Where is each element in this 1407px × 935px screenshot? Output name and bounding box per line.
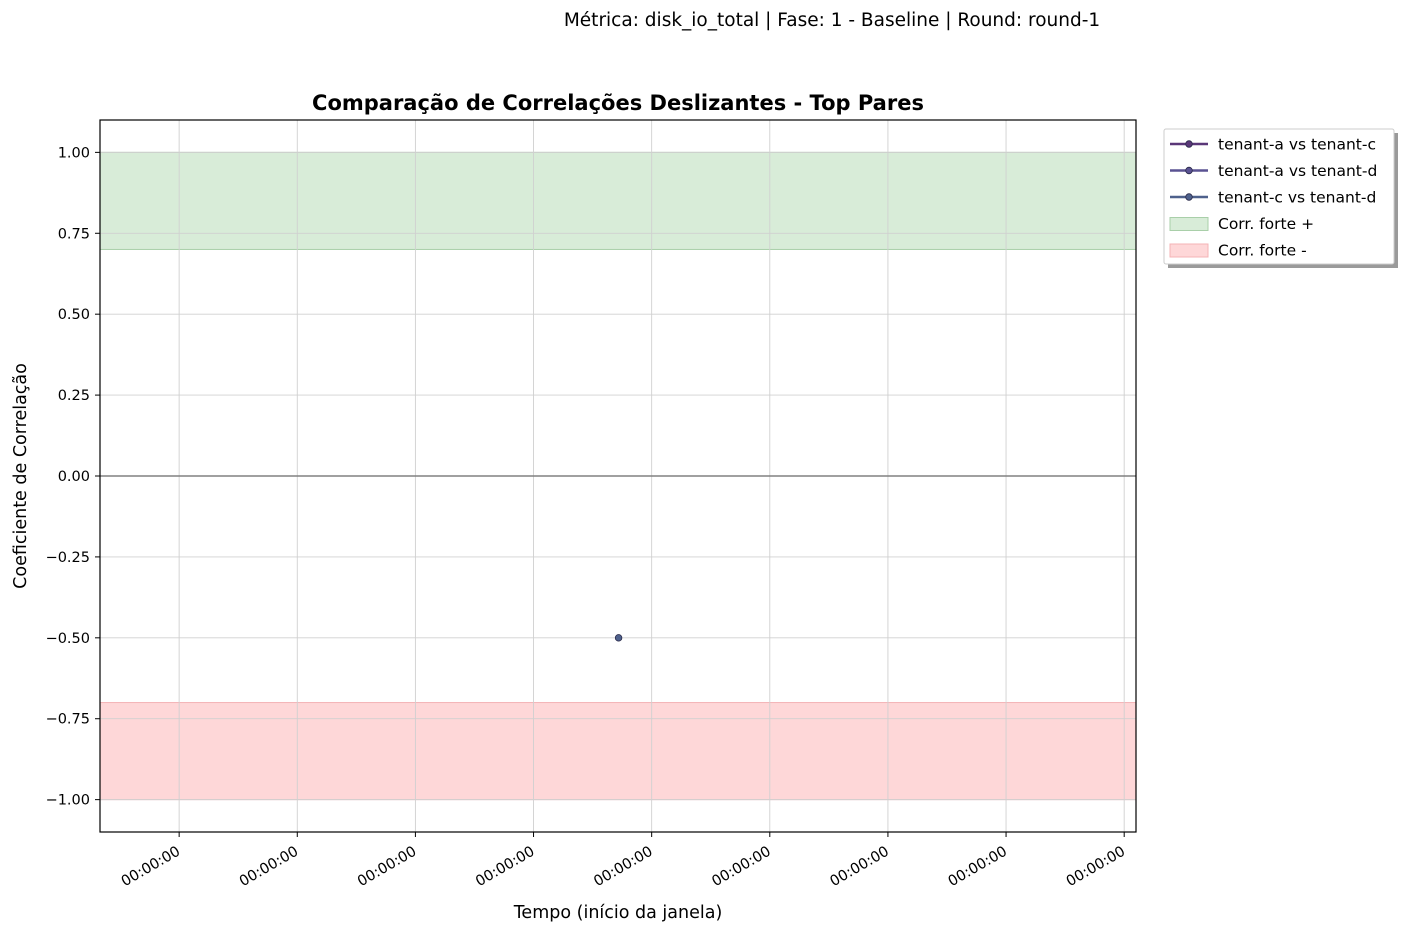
y-tick-label: 0.50 [58,307,90,323]
legend-label: tenant-a vs tenant-c [1218,136,1376,154]
y-axis-ticks: 1.00 0.75 0.50 0.25 0.00 −0.25 −0.50 −0.75 −1.00 [46,145,100,809]
legend-marker [1185,166,1193,175]
x-tick-label: 00:00:00 [473,844,537,890]
y-tick-label: −0.25 [46,550,90,566]
x-tick-label: 00:00:00 [946,844,1010,890]
x-tick-label: 00:00:00 [355,844,419,890]
series-layer [614,634,623,642]
legend-label: Corr. forte + [1218,215,1314,233]
legend-label: Corr. forte - [1218,242,1307,260]
y-tick-label: 0.00 [58,469,90,485]
x-axis-ticks: 00:00:00 00:00:00 00:00:00 00:00:00 00:00:00… [119,832,1128,890]
x-tick-label: 00:00:00 [1064,844,1128,890]
x-tick-label: 00:00:00 [591,844,655,890]
legend-band-swatch [1169,243,1209,258]
legend: tenant-a vs tenant-c tenant-a vs tenant-d… [1163,128,1398,268]
legend-label: tenant-a vs tenant-d [1218,162,1377,180]
x-axis-label: Tempo (início da janela) [513,903,723,923]
y-tick-label: −1.00 [46,793,90,809]
y-tick-label: −0.50 [46,631,90,647]
band-strong-negative [99,702,1137,801]
band-strong-positive [99,151,1137,250]
y-tick-label: 0.25 [58,388,90,404]
y-tick-label: 1.00 [58,145,90,161]
legend-marker [1185,140,1193,148]
legend-label: tenant-c vs tenant-d [1218,189,1376,207]
y-tick-label: 0.75 [58,226,90,242]
figure-suptitle: Métrica: disk_io_total | Fase: 1 - Basel… [563,10,1101,31]
x-tick-label: 00:00:00 [119,844,183,890]
chart-title: Comparação de Correlações Deslizantes - … [312,91,924,115]
legend-band-swatch [1169,217,1209,231]
legend-marker [1185,193,1193,201]
y-tick-label: −0.75 [46,712,90,728]
y-axis-label: Coeficiente de Correlação [11,363,31,589]
x-tick-label: 00:00:00 [828,844,892,890]
data-point [614,634,623,642]
legend-box [1163,128,1395,265]
x-tick-label: 00:00:00 [709,844,773,890]
x-tick-label: 00:00:00 [237,844,301,890]
